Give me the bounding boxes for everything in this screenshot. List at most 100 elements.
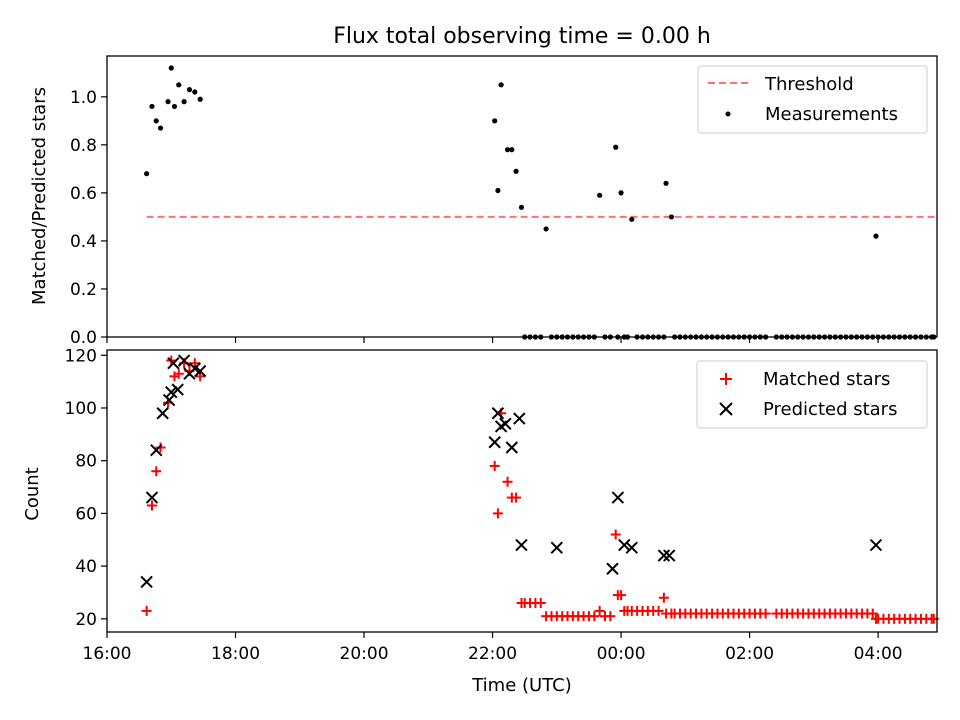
measurement-point [663,180,669,186]
measurement-point [504,147,511,153]
measurement-point [197,96,203,102]
measurement-point [153,118,159,124]
x-tick-label: 16:00 [83,644,132,664]
predicted-star-point [499,417,512,431]
measurement-point [186,87,193,93]
bottom-legend-box [696,360,928,429]
predicted-star-point [491,407,505,420]
x-tick-label: 22:00 [468,644,517,664]
x-tick-label: 18:00 [211,644,260,664]
legend-predicted-marker [719,402,733,416]
predicted-star-point [162,393,176,407]
measurement-point [492,118,498,124]
y-tick-label: 0.4 [70,232,97,252]
y-tick-label: 80 [75,452,97,472]
matched-star-point [535,598,546,609]
matched-star-point [489,460,500,471]
top-x-ticks [106,337,879,343]
measurement-point [543,226,549,232]
y-tick-label: 0.6 [70,184,97,204]
matched-star-point [146,500,157,511]
y-tick-label: 120 [65,346,97,366]
measurement-point [192,89,198,95]
y-tick-label: 40 [75,557,97,577]
matched-star-point [173,368,184,379]
predicted-star-point [140,575,153,589]
matched-star-point [653,605,664,616]
predicted-star-point [171,383,184,396]
y-tick-label: 100 [65,399,97,419]
y-tick-label: 1.0 [70,88,97,108]
bottom-legend: Matched stars Predicted stars [696,360,928,429]
predicted-star-point [606,562,619,575]
top-y-ticks: 0.0 0.2 0.4 0.6 0.8 1.0 [70,88,107,348]
predicted-star-point [550,541,564,554]
y-tick-label: 0.8 [70,136,97,156]
x-tick-label: 20:00 [340,644,389,664]
measurement-point [613,144,619,150]
predicted-star-point [165,385,178,399]
matched-star-point [867,608,878,619]
measurement-point [509,147,515,153]
measurement-point [171,103,178,110]
predicted-star-point [657,549,671,562]
legend-predicted-label: Predicted stars [763,399,897,420]
matched-star-point [155,442,166,453]
measurement-point [144,171,150,177]
legend-matched-label: Matched stars [763,369,890,390]
measurement-point [498,82,504,88]
legend-measurements-marker [725,111,731,117]
matched-star-point [605,611,616,622]
measurement-point [157,125,164,131]
measurement-point [168,65,174,71]
x-tick-label: 00:00 [597,644,646,664]
predicted-star-point [167,356,180,370]
measurement-point [518,204,525,210]
top-panel: 0.0 0.2 0.4 0.6 0.8 1.0 Matched/Predicted sta… [29,55,938,348]
matched-star-point [141,605,152,616]
legend-matched-marker [720,373,732,385]
predicted-star-point [150,443,163,457]
predicted-star-point [505,441,519,454]
bottom-plot-area [140,354,939,624]
measurement-point [668,214,675,220]
measurement-point [618,190,624,196]
matched-star-point [594,605,605,616]
measurement-point [873,233,879,239]
matched-star-point [760,608,771,619]
predicted-star-point [515,538,528,552]
measurement-point [176,82,182,88]
top-y-axis-label: Matched/Predicted stars [29,87,50,305]
predicted-star-point [156,407,169,420]
legend-threshold-label: Threshold [764,74,854,95]
predicted-star-point [611,491,625,504]
measurement-point [629,216,635,222]
top-legend-box [697,65,928,134]
matched-star-point [610,529,621,540]
bottom-panel: 20 40 60 80 100 120 16:00 18:00 20:00 22:00 00:00… [22,346,939,696]
bottom-y-ticks: 20 40 60 80 100 120 [65,346,107,630]
y-tick-label: 20 [75,610,97,630]
predicted-star-point [193,364,207,378]
chart-title: Flux total observing time = 0.00 h [333,24,711,49]
measurement-point [149,103,155,110]
bottom-x-axis-label: Time (UTC) [471,675,572,696]
matched-star-point [589,611,600,622]
bottom-y-axis-label: Count [22,467,43,520]
x-tick-label: 04:00 [854,644,903,664]
measurement-point [513,168,519,174]
matched-star-point [511,492,522,503]
measurement-point [597,192,603,198]
predicted-star-point [513,412,526,425]
predicted-star-point [618,538,631,552]
predicted-star-point [177,354,191,367]
predicted-star-point [625,541,638,554]
predicted-star-point [488,436,501,449]
legend-measurements-label: Measurements [765,104,898,125]
matched-star-point [658,592,669,603]
y-tick-label: 60 [75,504,97,524]
bottom-x-ticks: 16:00 18:00 20:00 22:00 00:00 02:00 04:00 [83,632,903,664]
measurement-point [495,187,501,194]
bottom-axes-frame [106,349,938,633]
